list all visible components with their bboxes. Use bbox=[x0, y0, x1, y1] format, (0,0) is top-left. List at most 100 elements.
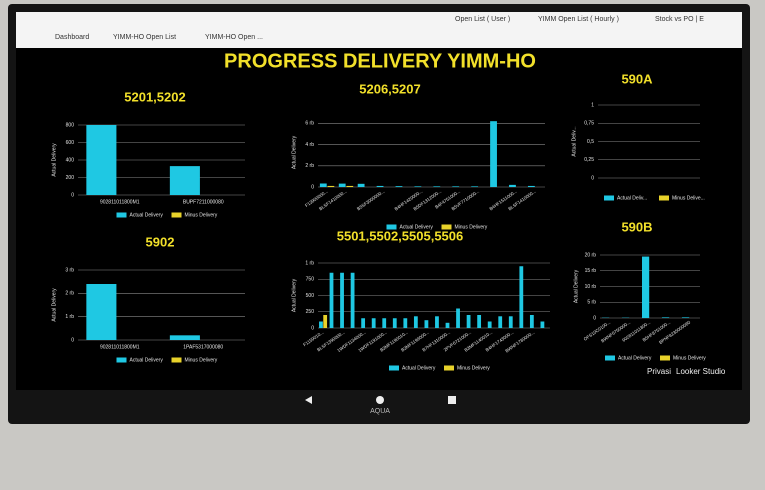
y-tick-label: 0,75 bbox=[584, 121, 594, 127]
bar bbox=[471, 186, 479, 187]
bar bbox=[376, 185, 384, 187]
bar bbox=[319, 321, 323, 328]
y-tick-label: 6 rb bbox=[305, 121, 314, 127]
bar bbox=[477, 315, 482, 328]
x-tick-label: BUPF7211000080 bbox=[183, 199, 224, 205]
chart-title: 5501,5502,5505,5506 bbox=[337, 228, 464, 243]
bar bbox=[169, 166, 200, 195]
y-axis-label: Actual Delivery bbox=[51, 288, 57, 322]
bar bbox=[682, 317, 690, 318]
bar bbox=[327, 185, 335, 187]
bar bbox=[403, 318, 408, 328]
legend-swatch bbox=[604, 195, 614, 201]
bar bbox=[357, 183, 365, 187]
y-tick-label: 600 bbox=[66, 140, 75, 146]
y-tick-label: 0,5 bbox=[587, 139, 594, 145]
y-tick-label: 2 rb bbox=[65, 291, 74, 297]
screen bbox=[16, 12, 742, 390]
y-tick-label: 3 rb bbox=[65, 267, 74, 273]
bar bbox=[540, 321, 545, 328]
legend-label: Actual Delivery bbox=[400, 224, 434, 230]
legend-swatch bbox=[171, 357, 182, 363]
y-tick-label: 250 bbox=[306, 309, 315, 315]
y-tick-label: 1 bbox=[591, 102, 594, 108]
home-button[interactable] bbox=[376, 396, 384, 404]
nav-tab[interactable]: Open List ( User ) bbox=[455, 16, 510, 23]
nav-tab[interactable]: YIMM Open List ( Hourly ) bbox=[538, 16, 619, 23]
bar bbox=[346, 185, 354, 187]
bar bbox=[662, 317, 670, 318]
legend-label: Minus Delivery bbox=[673, 355, 706, 361]
y-tick-label: 0,25 bbox=[584, 157, 594, 163]
bar bbox=[329, 272, 334, 328]
bar bbox=[642, 256, 650, 318]
y-tick-label: 400 bbox=[66, 157, 75, 163]
nav-tab[interactable]: Stock vs PO | E bbox=[655, 16, 704, 23]
legend-swatch bbox=[605, 355, 615, 361]
legend-swatch bbox=[444, 365, 454, 371]
y-axis-label: Actual Delivery bbox=[573, 269, 579, 303]
brand: AQUA bbox=[370, 408, 390, 415]
legend-swatch bbox=[660, 355, 670, 361]
bar bbox=[529, 315, 534, 328]
y-tick-label: 0 bbox=[593, 315, 596, 321]
bar bbox=[371, 318, 376, 328]
legend-swatch bbox=[116, 212, 127, 218]
y-tick-label: 5 rb bbox=[587, 300, 596, 306]
legend-label: Minus Delivery bbox=[185, 357, 218, 363]
nav-tab[interactable]: Dashboard bbox=[55, 34, 89, 41]
legend-label: Minus Delive... bbox=[672, 195, 705, 201]
legend-swatch bbox=[386, 224, 397, 230]
y-axis-label: Actual Deliv... bbox=[571, 126, 577, 156]
nav-tab[interactable]: YIMM-HO Open ... bbox=[205, 34, 263, 41]
legend-swatch bbox=[441, 224, 452, 230]
y-tick-label: 10 rb bbox=[585, 284, 597, 290]
bar bbox=[519, 266, 524, 328]
chart-title: 590A bbox=[621, 71, 653, 86]
y-tick-label: 0 bbox=[71, 337, 74, 343]
y-tick-label: 1 rb bbox=[65, 314, 74, 320]
x-tick-label: 1PAF5317000080 bbox=[183, 344, 223, 350]
recent-button[interactable] bbox=[448, 396, 456, 404]
bar bbox=[169, 335, 200, 340]
footer-link[interactable]: Privasi bbox=[647, 367, 671, 376]
y-tick-label: 800 bbox=[66, 122, 75, 128]
bar bbox=[395, 186, 403, 187]
bar bbox=[435, 316, 439, 328]
y-tick-label: 4 rb bbox=[305, 142, 314, 148]
bar bbox=[413, 316, 418, 328]
bar bbox=[487, 321, 492, 328]
bar bbox=[350, 272, 355, 328]
chart-title: 590B bbox=[621, 219, 652, 234]
legend-label: Actual Delivery bbox=[618, 355, 652, 361]
bar bbox=[508, 316, 513, 328]
legend-label: Actual Delivery bbox=[130, 357, 164, 363]
y-tick-label: 0 bbox=[71, 192, 74, 198]
back-button[interactable] bbox=[305, 396, 312, 404]
bar bbox=[86, 284, 117, 340]
legend-label: Actual Deliv... bbox=[617, 195, 647, 201]
y-tick-label: 15 rb bbox=[585, 268, 597, 274]
legend-label: Minus Delivery bbox=[185, 212, 218, 218]
y-tick-label: 500 bbox=[306, 293, 315, 299]
legend-swatch bbox=[659, 195, 669, 201]
legend-swatch bbox=[171, 212, 182, 218]
bar bbox=[527, 185, 535, 187]
chart-title: 5206,5207 bbox=[359, 81, 420, 96]
bar bbox=[323, 315, 328, 328]
legend-label: Actual Delivery bbox=[402, 365, 436, 371]
bar bbox=[424, 320, 429, 328]
bar bbox=[498, 316, 503, 328]
y-axis-label: Actual Delivery bbox=[51, 143, 57, 177]
footer-link[interactable]: Looker Studio bbox=[676, 367, 726, 376]
bar bbox=[509, 184, 516, 187]
nav-tab[interactable]: YIMM-HO Open List bbox=[113, 34, 176, 41]
y-tick-label: 0 bbox=[591, 175, 594, 181]
bar bbox=[452, 186, 460, 187]
x-tick-label: 902811011800M1 bbox=[100, 344, 140, 350]
bar bbox=[319, 183, 327, 187]
y-axis-label: Actual Delivery bbox=[291, 135, 297, 169]
x-tick-label: 902811011800M1 bbox=[100, 199, 140, 205]
bar bbox=[382, 318, 387, 328]
